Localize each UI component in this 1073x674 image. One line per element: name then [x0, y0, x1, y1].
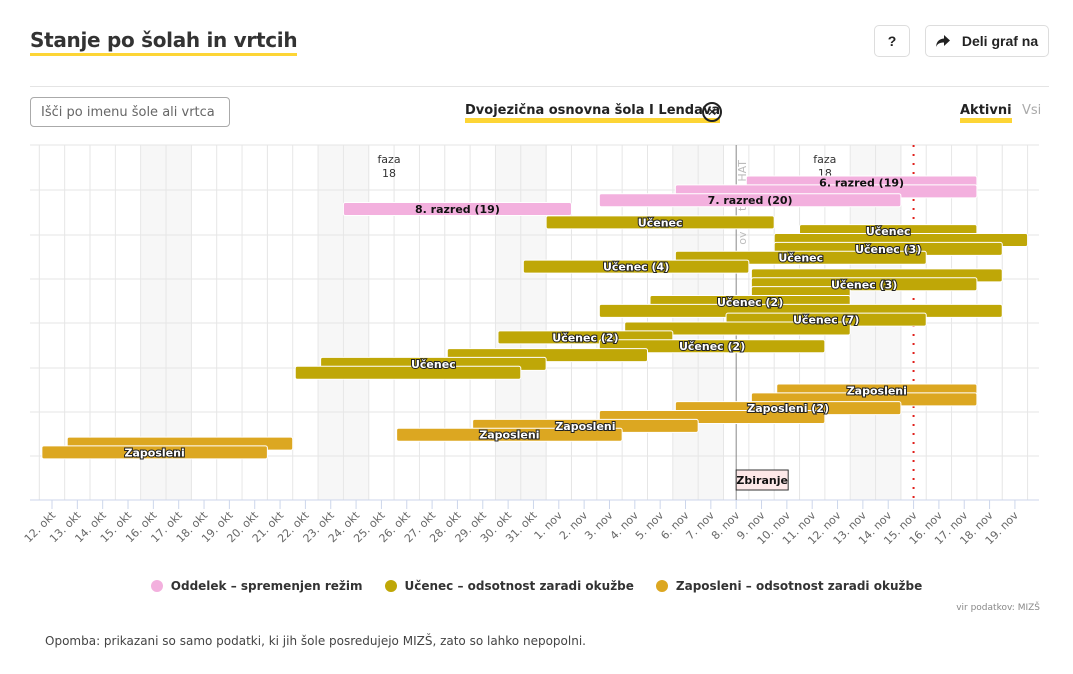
gantt-bar-label: Učenec (2)	[552, 331, 618, 344]
help-button[interactable]: ?	[874, 25, 910, 57]
gantt-bar-label: Učenec	[778, 252, 823, 265]
gantt-bar-label: Zaposleni	[847, 384, 907, 397]
event-label[interactable]: Zbiranje	[736, 474, 788, 487]
legend-dot	[655, 580, 668, 592]
selected-school: Dvojezična osnovna šola I Lendava	[465, 103, 721, 123]
gantt-bar[interactable]	[396, 427, 623, 442]
filter-all-tab[interactable]: Vsi	[1022, 103, 1042, 118]
search-input[interactable]	[30, 97, 230, 127]
header-divider	[30, 86, 1049, 87]
gantt-bar-label: Zaposleni	[479, 429, 539, 442]
share-button[interactable]: Deli graf na	[925, 25, 1049, 57]
clear-selection-icon[interactable]: ✕	[702, 102, 722, 122]
legend: Oddelek – spremenjen režim Učenec – odso…	[0, 579, 1073, 593]
gantt-bar-label: Učenec	[411, 358, 456, 371]
gantt-bar[interactable]	[342, 202, 572, 217]
event-label-box[interactable]	[735, 469, 789, 491]
share-button-label: Deli graf na	[961, 33, 1039, 49]
gantt-bar[interactable]	[41, 445, 268, 460]
legend-item-zaposleni[interactable]: Zaposleni – odsotnost zaradi okužbe	[655, 579, 922, 593]
gantt-bar[interactable]	[522, 259, 750, 274]
gantt-bar-label: Učenec (7)	[793, 314, 859, 327]
gantt-bar-label: Učenec	[866, 225, 911, 238]
gantt-bar[interactable]	[598, 339, 826, 354]
legend-dot	[384, 580, 397, 592]
legend-dot	[150, 580, 163, 592]
gantt-bar[interactable]	[294, 365, 522, 380]
gantt-bar-label: Učenec (2)	[717, 296, 783, 309]
phase-label: faza	[813, 153, 836, 166]
gantt-bar-label: 7. razred (20)	[708, 194, 793, 207]
gantt-bar-label: Zaposleni	[555, 420, 615, 433]
legend-item-oddelek[interactable]: Oddelek – spremenjen režim	[150, 579, 363, 593]
gantt-bar-label: Učenec	[638, 216, 683, 229]
data-source: vir podatkov: MIZŠ	[956, 603, 1040, 613]
legend-item-ucenec[interactable]: Učenec – odsotnost zaradi okužbe	[384, 579, 634, 593]
gantt-bar[interactable]	[624, 321, 851, 336]
footnote: Opomba: prikazani so samo podatki, ki ji…	[45, 634, 586, 648]
gantt-bar-label: Učenec (3)	[855, 243, 921, 256]
gantt-bar-label: Zaposleni (2)	[747, 402, 829, 415]
gantt-bar-label: Učenec (2)	[679, 340, 745, 353]
gantt-bar-label: 8. razred (19)	[415, 203, 500, 216]
gantt-bar[interactable]	[598, 193, 902, 208]
page-title: Stanje po šolah in vrtcih	[30, 28, 298, 56]
gantt-bar-label: Učenec (4)	[603, 261, 669, 274]
gantt-bar-label: Zaposleni	[125, 446, 185, 459]
gantt-bar[interactable]	[545, 215, 775, 230]
phase-label: faza	[377, 153, 400, 166]
filter-active-tab[interactable]: Aktivni	[960, 103, 1012, 123]
gantt-bar-label: 6. razred (19)	[819, 177, 904, 190]
share-arrow-icon	[935, 35, 950, 47]
phase-number: 18	[382, 167, 396, 180]
gantt-bar-label: Učenec (3)	[831, 278, 897, 291]
